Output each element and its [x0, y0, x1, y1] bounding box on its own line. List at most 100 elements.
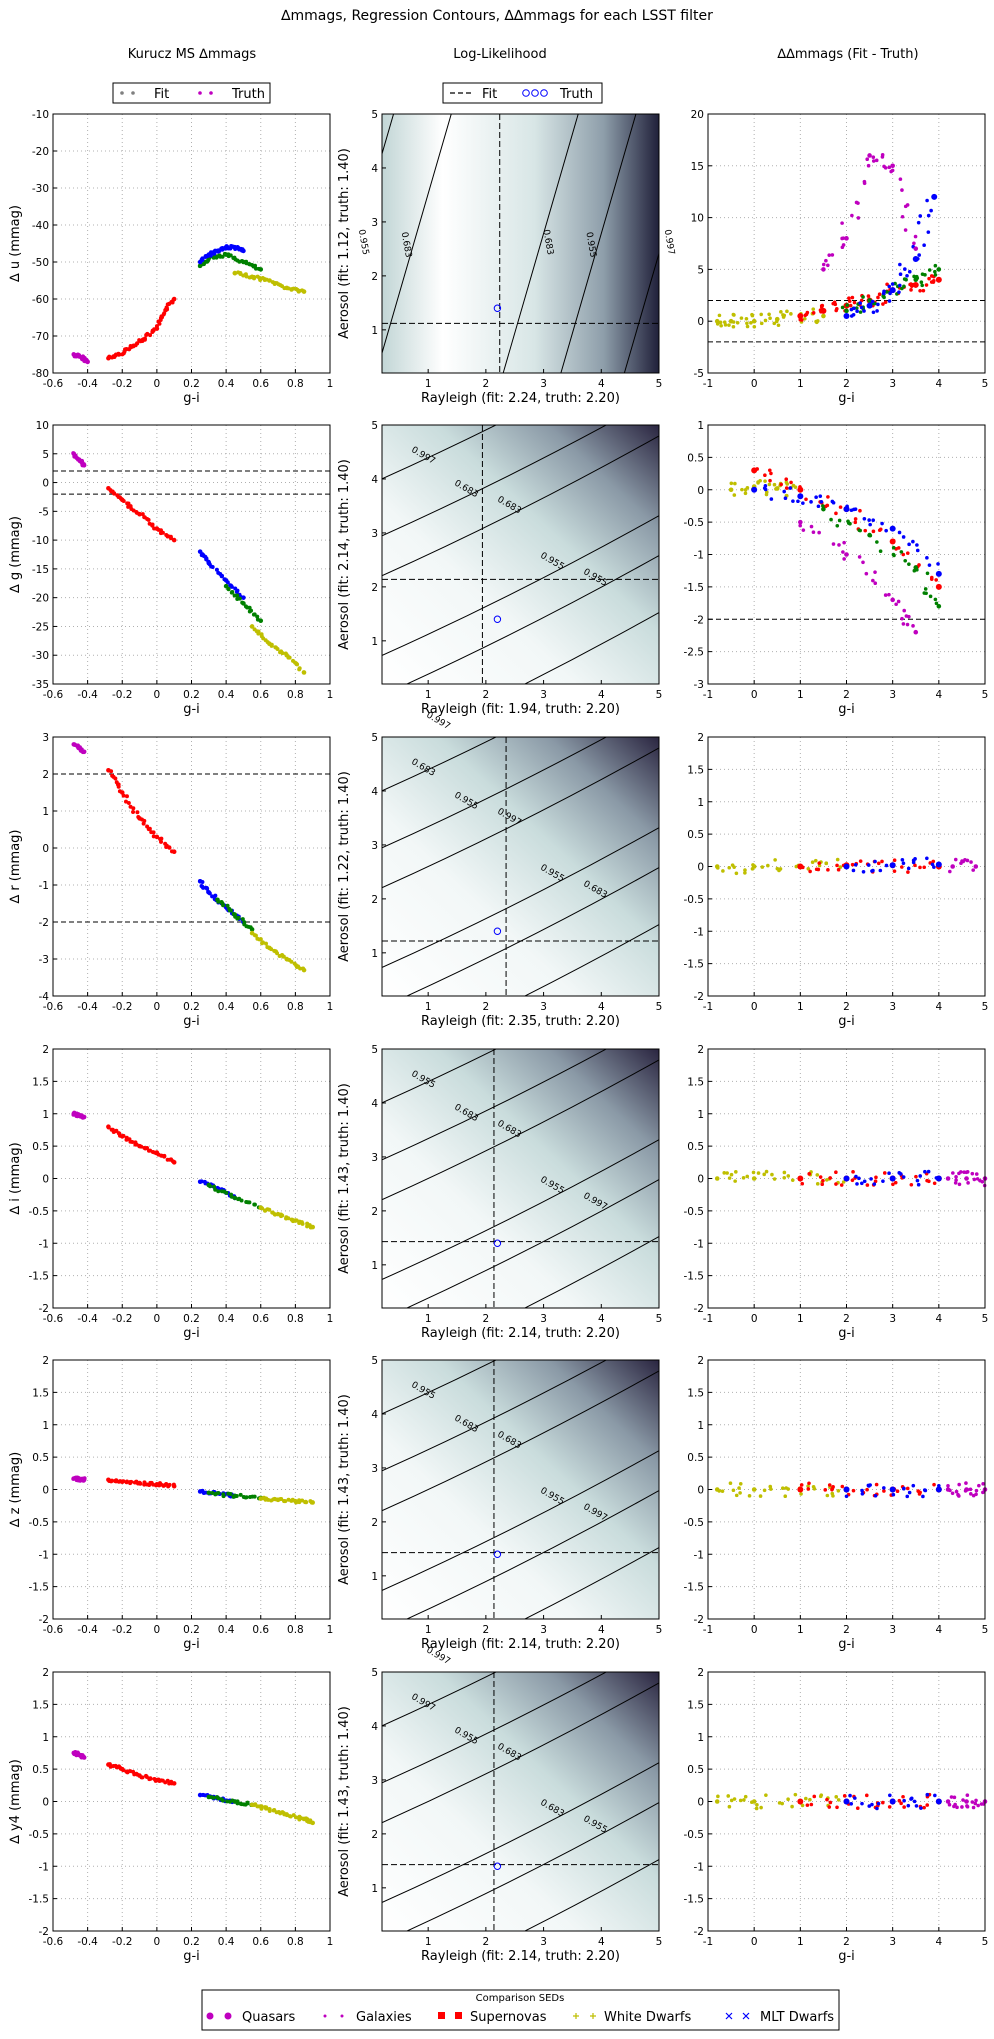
data-point — [892, 553, 896, 558]
y-tick-label: -20 — [32, 593, 49, 605]
series-magenta — [71, 1750, 87, 1760]
data-point — [839, 1183, 844, 1187]
y-axis-label: Aerosol (fit: 1.43, truth: 1.40) — [337, 1706, 352, 1897]
data-point — [732, 1797, 737, 1801]
data-point — [928, 594, 933, 599]
y-tick-label: -1.5 — [684, 1894, 705, 1906]
data-point — [199, 1179, 204, 1184]
data-point — [788, 486, 793, 490]
y-tick-label: -3 — [39, 954, 49, 966]
data-point — [918, 1174, 923, 1178]
data-point — [859, 305, 864, 310]
data-point — [767, 312, 771, 317]
y-tick-label: 2 — [371, 1206, 378, 1218]
y-tick-label: 1 — [371, 1571, 378, 1583]
data-point — [903, 267, 907, 271]
y-tick-label: 4 — [371, 163, 378, 175]
data-point — [171, 1160, 177, 1165]
data-point — [887, 1171, 891, 1176]
data-point — [831, 500, 836, 505]
data-point — [945, 1799, 951, 1804]
data-point — [850, 1178, 855, 1183]
data-point — [113, 776, 118, 781]
data-point — [855, 1806, 860, 1811]
data-point — [294, 1500, 299, 1505]
data-point — [809, 1802, 814, 1807]
data-point — [235, 593, 240, 598]
data-point — [905, 551, 910, 555]
data-point — [130, 1139, 135, 1144]
data-point — [288, 1814, 293, 1819]
data-point — [763, 484, 768, 488]
data-point — [784, 1486, 788, 1490]
x-tick-label: 1 — [797, 1624, 804, 1636]
data-point — [804, 1796, 808, 1801]
x-tick-label: 5 — [982, 1001, 989, 1013]
data-point — [935, 1798, 942, 1805]
data-point — [812, 1487, 817, 1491]
y-tick-label: -1 — [694, 1549, 704, 1561]
y-tick-label: 10 — [691, 213, 704, 225]
data-point — [894, 602, 898, 607]
y-tick-label: 3 — [371, 217, 378, 229]
data-point — [782, 489, 787, 494]
data-point — [760, 865, 765, 869]
x-axis-label: Rayleigh (fit: 2.24, truth: 2.20) — [421, 391, 620, 406]
data-point — [909, 282, 913, 286]
likelihood-map — [382, 1049, 659, 1308]
data-point — [819, 1793, 824, 1797]
y-tick-label: 0.5 — [687, 1764, 704, 1776]
data-point — [815, 1173, 820, 1177]
y-tick-label: -2 — [694, 1926, 704, 1938]
data-point — [310, 1820, 315, 1826]
data-point — [882, 1486, 886, 1490]
x-tick-label: 2 — [843, 1624, 850, 1636]
contour-lines — [382, 1672, 659, 1931]
data-point — [871, 529, 876, 534]
data-point — [793, 1792, 798, 1797]
x-tick-label: 5 — [656, 1313, 663, 1325]
data-point — [142, 336, 147, 341]
panel-r2-c0: -0.6 -0.4 -0.2 0 0.2 0.4 0.6 0.8 1 -4 -3 -2 -1 0 1 2 3 g-… — [8, 732, 333, 1029]
y-tick-label: 5 — [371, 420, 378, 432]
data-point — [880, 155, 885, 159]
y-tick-label: -0.5 — [29, 1517, 50, 1529]
data-point — [81, 749, 87, 755]
data-point — [743, 491, 748, 496]
panel-r4-c1: 1 2 3 4 5123450.9550.6830.6830.9550.9970.997… — [337, 1355, 662, 1667]
y-tick-label: 0 — [42, 1797, 49, 1809]
x-tick-label: 3 — [889, 1624, 896, 1636]
y-tick-label: 4 — [371, 1721, 378, 1733]
x-tick-label: -1 — [703, 689, 713, 701]
x-tick-label: -0.6 — [43, 378, 64, 390]
data-point — [852, 306, 856, 311]
data-point — [798, 519, 803, 525]
data-point — [969, 1492, 973, 1496]
data-point — [892, 858, 897, 863]
data-point — [957, 1182, 962, 1187]
data-point — [860, 1801, 864, 1806]
data-point — [811, 530, 816, 534]
data-point — [921, 288, 926, 293]
series-magenta — [948, 857, 979, 874]
data-point — [283, 1499, 288, 1504]
data-point — [763, 473, 767, 478]
x-axis-label: Rayleigh (fit: 1.94, truth: 2.20) — [421, 702, 620, 717]
data-point — [836, 1798, 841, 1802]
y-tick-label: 1 — [697, 797, 704, 809]
data-point — [137, 511, 142, 517]
contour-label: 0.955 — [583, 231, 597, 258]
data-point — [927, 1179, 931, 1184]
data-point — [876, 861, 881, 866]
data-point — [732, 493, 737, 497]
data-point — [890, 597, 895, 603]
data-point — [280, 651, 285, 656]
data-point — [814, 320, 819, 325]
y-tick-label: -5 — [694, 368, 704, 380]
data-point — [806, 1484, 810, 1488]
data-point — [216, 899, 221, 904]
y-axis-label: ∆ y4 (mmag) — [8, 1759, 23, 1845]
data-point — [981, 1490, 985, 1495]
data-point — [733, 481, 737, 486]
panel-r1-c1: 1 2 3 4 5123450.9970.6830.6830.9550.9550.997… — [337, 420, 662, 732]
